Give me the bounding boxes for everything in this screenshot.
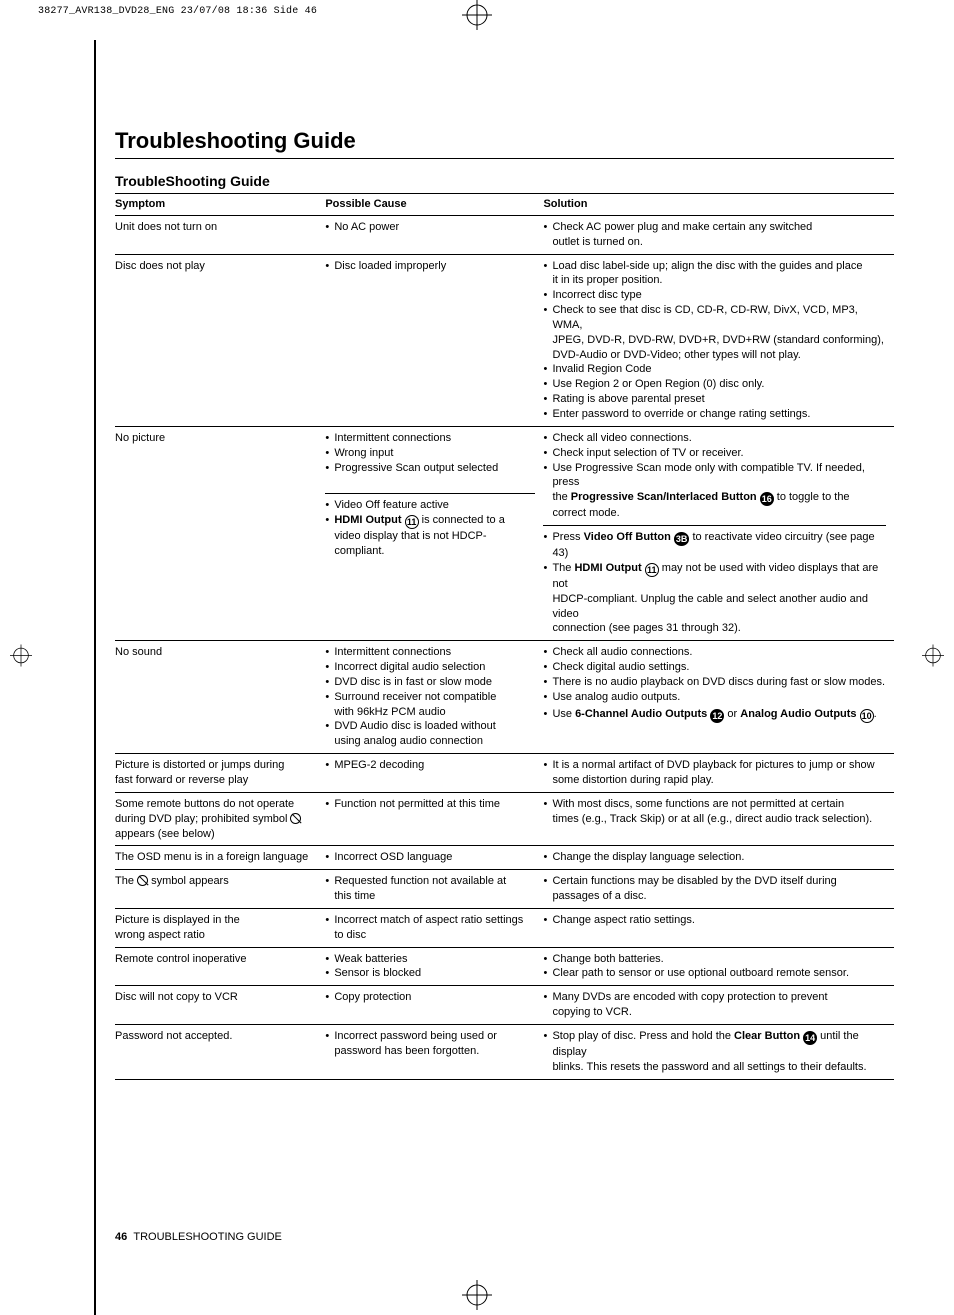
ref-number-icon: 11 — [405, 515, 419, 529]
solution-cell: Change the display language selection. — [543, 846, 894, 870]
symptom-cell: The OSD menu is in a foreign language — [115, 846, 325, 870]
table-row: Disc does not play Disc loaded improperl… — [115, 254, 894, 426]
ref-number-icon: 12 — [710, 709, 724, 723]
prohibited-icon — [137, 875, 148, 886]
crop-mark-left — [10, 644, 32, 671]
cause-cell: Incorrect password being used or passwor… — [325, 1024, 543, 1079]
section-subtitle: TroubleShooting Guide — [115, 173, 894, 189]
crop-mark-right — [922, 644, 944, 671]
symptom-cell: Disc does not play — [115, 254, 325, 426]
col-solution: Solution — [543, 194, 894, 216]
cause-cell: Requested function not available at this… — [325, 870, 543, 909]
cause-cell: Incorrect match of aspect ratio settings… — [325, 908, 543, 947]
col-cause: Possible Cause — [325, 194, 543, 216]
table-row: Password not accepted. Incorrect passwor… — [115, 1024, 894, 1079]
page-title: Troubleshooting Guide — [115, 128, 894, 154]
solution-cell: With most discs, some functions are not … — [543, 792, 894, 846]
symptom-cell: Password not accepted. — [115, 1024, 325, 1079]
print-job-id: 38277_AVR138_DVD28_ENG 23/07/08 18:36 Si… — [38, 6, 317, 17]
cause-cell: Copy protection — [325, 986, 543, 1025]
cause-cell: Function not permitted at this time — [325, 792, 543, 846]
table-row: Picture is displayed in the wrong aspect… — [115, 908, 894, 947]
page-content: Troubleshooting Guide TroubleShooting Gu… — [115, 128, 894, 1080]
crop-mark-bottom — [462, 1280, 492, 1315]
solution-cell: Check all video connections. Check input… — [543, 426, 894, 640]
table-row: The OSD menu is in a foreign language In… — [115, 846, 894, 870]
col-symptom: Symptom — [115, 194, 325, 216]
solution-cell: Change aspect ratio settings. — [543, 908, 894, 947]
solution-cell: Load disc label-side up; align the disc … — [543, 254, 894, 426]
symptom-cell: Remote control inoperative — [115, 947, 325, 986]
symptom-cell: No picture — [115, 426, 325, 640]
ref-number-icon: 14 — [803, 1031, 817, 1045]
page-footer: 46 TROUBLESHOOTING GUIDE — [115, 1231, 282, 1243]
table-row: The symbol appears Requested function no… — [115, 870, 894, 909]
symptom-cell: Picture is displayed in the wrong aspect… — [115, 908, 325, 947]
cause-cell: Intermittent connections Wrong input Pro… — [325, 426, 543, 640]
cause-cell: MPEG-2 decoding — [325, 754, 543, 793]
table-row: Some remote buttons do not operate durin… — [115, 792, 894, 846]
cause-cell: No AC power — [325, 215, 543, 254]
title-rule — [115, 158, 894, 159]
ref-number-icon: 10 — [860, 709, 874, 723]
ref-number-icon: 3B — [674, 532, 690, 546]
prohibited-icon — [290, 813, 301, 824]
symptom-cell: Picture is distorted or jumps during fas… — [115, 754, 325, 793]
ref-number-icon: 16 — [760, 492, 774, 506]
table-row: No picture Intermittent connections Wron… — [115, 426, 894, 640]
symptom-cell: Some remote buttons do not operate durin… — [115, 792, 325, 846]
cause-cell: Weak batteries Sensor is blocked — [325, 947, 543, 986]
solution-cell: Certain functions may be disabled by the… — [543, 870, 894, 909]
solution-cell: Many DVDs are encoded with copy protecti… — [543, 986, 894, 1025]
footer-text: TROUBLESHOOTING GUIDE — [133, 1231, 282, 1243]
symptom-cell: Unit does not turn on — [115, 215, 325, 254]
solution-cell: Check all audio connections. Check digit… — [543, 641, 894, 754]
page-edge-left — [94, 40, 96, 1315]
troubleshooting-table: Symptom Possible Cause Solution Unit doe… — [115, 193, 894, 1080]
cause-cell: Disc loaded improperly — [325, 254, 543, 426]
table-row: Remote control inoperative Weak batterie… — [115, 947, 894, 986]
table-row: Disc will not copy to VCR Copy protectio… — [115, 986, 894, 1025]
solution-cell: Check AC power plug and make certain any… — [543, 215, 894, 254]
page-number: 46 — [115, 1231, 127, 1243]
solution-cell: Change both batteries. Clear path to sen… — [543, 947, 894, 986]
solution-cell: It is a normal artifact of DVD playback … — [543, 754, 894, 793]
ref-number-icon: 11 — [645, 563, 659, 577]
table-row: No sound Intermittent connections Incorr… — [115, 641, 894, 754]
table-row: Picture is distorted or jumps during fas… — [115, 754, 894, 793]
cause-cell: Incorrect OSD language — [325, 846, 543, 870]
cause-cell: Intermittent connections Incorrect digit… — [325, 641, 543, 754]
symptom-cell: Disc will not copy to VCR — [115, 986, 325, 1025]
crop-mark-top — [462, 0, 492, 30]
table-header-row: Symptom Possible Cause Solution — [115, 194, 894, 216]
solution-cell: Stop play of disc. Press and hold the Cl… — [543, 1024, 894, 1079]
symptom-cell: No sound — [115, 641, 325, 754]
symptom-cell: The symbol appears — [115, 870, 325, 909]
table-row: Unit does not turn on No AC power Check … — [115, 215, 894, 254]
